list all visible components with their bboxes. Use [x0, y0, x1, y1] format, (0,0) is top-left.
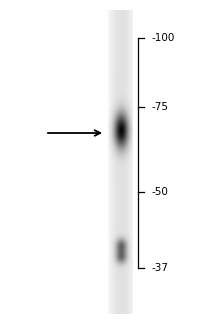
Text: -37: -37 — [152, 263, 169, 273]
Text: -50: -50 — [152, 187, 169, 197]
Text: -100: -100 — [152, 33, 175, 43]
Text: -75: -75 — [152, 102, 169, 112]
